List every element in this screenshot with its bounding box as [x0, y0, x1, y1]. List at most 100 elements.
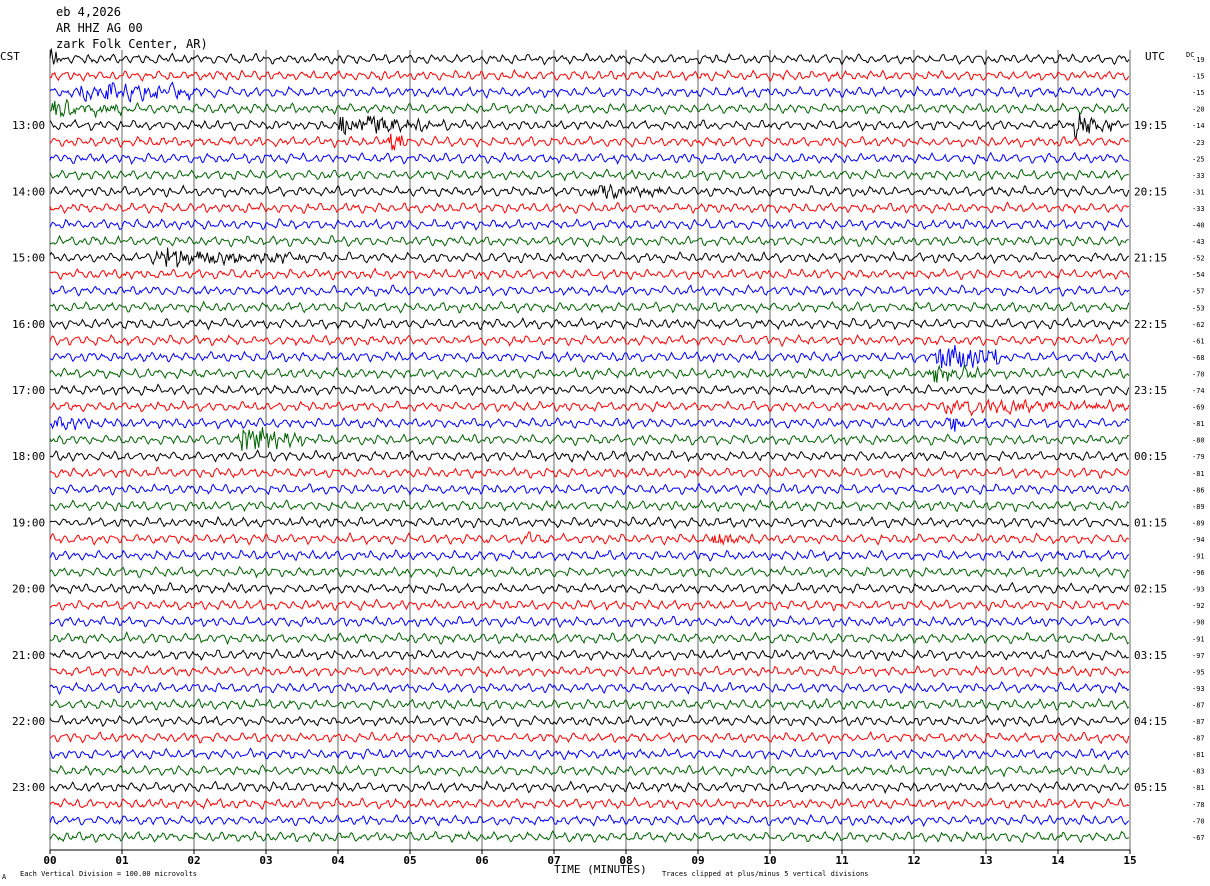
trace-line: [49, 764, 1130, 778]
dc-offset-label: -95: [1192, 668, 1205, 676]
dc-offset-label: -62: [1192, 321, 1205, 329]
left-hour-label: 14:00: [12, 185, 45, 198]
trace-line: [49, 333, 1130, 348]
trace-line: [49, 151, 1130, 165]
dc-offset-label: -81: [1192, 751, 1205, 759]
trace-line: [49, 796, 1130, 811]
clip-note: Traces clipped at plus/minus 5 vertical …: [662, 870, 869, 878]
trace-line: [49, 345, 1130, 369]
corner-mark: A: [2, 873, 7, 881]
x-tick-label: 04: [331, 854, 345, 867]
dc-offset-label: -20: [1192, 106, 1205, 114]
dc-offset-label: -92: [1192, 602, 1205, 610]
right-hour-label: 01:15: [1134, 516, 1167, 529]
trace-line: [49, 814, 1130, 828]
dc-offset-label: -74: [1192, 387, 1205, 395]
trace-line: [49, 267, 1130, 281]
dc-offset-label: -91: [1192, 635, 1205, 643]
trace-line: [49, 747, 1129, 761]
trace-line: [49, 531, 1130, 547]
dc-offset-label: -97: [1192, 652, 1205, 660]
trace-line: [50, 581, 1130, 596]
trace-line: [49, 499, 1130, 513]
x-tick-label: 10: [763, 854, 776, 867]
dc-offset-label: -93: [1192, 586, 1205, 594]
dc-offset-label: -61: [1192, 337, 1205, 345]
x-tick-label: 02: [187, 854, 200, 867]
x-tick-label: 03: [259, 854, 272, 867]
right-hour-label: 23:15: [1134, 384, 1167, 397]
trace-line: [49, 697, 1130, 712]
dc-offset-label: -54: [1192, 271, 1205, 279]
trace-line: [49, 466, 1130, 480]
trace-line: [49, 317, 1130, 331]
dc-header-label: DC: [1186, 51, 1194, 59]
dc-offset-label: -81: [1192, 420, 1205, 428]
dc-offset-label: -94: [1192, 536, 1205, 544]
x-tick-label: 00: [43, 854, 56, 867]
scale-note: Each Vertical Division = 100.00 microvol…: [20, 870, 197, 878]
trace-line: [49, 68, 1130, 83]
trace-line: [49, 416, 1130, 432]
right-hour-label: 19:15: [1134, 119, 1167, 132]
trace-line: [49, 449, 1129, 463]
dc-offset-label: -67: [1192, 834, 1205, 842]
dc-offset-label: -40: [1192, 222, 1205, 230]
right-hour-label: 02:15: [1134, 583, 1167, 596]
dc-offset-label: -43: [1192, 238, 1205, 246]
left-hour-label: 22:00: [12, 715, 45, 728]
right-hour-label: 22:15: [1134, 318, 1167, 331]
trace-line: [49, 113, 1129, 140]
left-hour-label: 15:00: [12, 252, 45, 265]
dc-offset-label: -91: [1192, 553, 1205, 561]
trace-line: [49, 217, 1130, 232]
left-hour-label: 23:00: [12, 781, 45, 794]
left-hour-label: 16:00: [12, 318, 45, 331]
dc-offset-label: -87: [1192, 735, 1205, 743]
trace-line: [49, 549, 1130, 562]
dc-offset-label: -14: [1192, 122, 1205, 130]
dc-offset-label: -53: [1192, 304, 1205, 312]
dc-offset-label: -96: [1192, 569, 1205, 577]
left-hour-label: 13:00: [12, 119, 45, 132]
dc-offset-label: -78: [1192, 801, 1205, 809]
dc-offset-label: -23: [1192, 139, 1205, 147]
dc-offset-label: -19: [1192, 56, 1205, 64]
trace-line: [49, 714, 1130, 728]
x-axis-tick-labels: 00 01 02 03 04 05 06 07 08 09 10 11 12 13 14 15: [43, 850, 1137, 867]
trace-line: [49, 168, 1129, 182]
dc-offset-label: -90: [1192, 619, 1205, 627]
trace-line: [49, 515, 1130, 530]
x-tick-label: 01: [115, 854, 129, 867]
dc-offset-label: -89: [1192, 519, 1205, 527]
trace-line: [49, 300, 1130, 314]
header-station: AR HHZ AG 00: [56, 21, 143, 35]
dc-offset-label: -86: [1192, 486, 1205, 494]
trace-line: [49, 363, 1130, 383]
x-tick-label: 13: [979, 854, 992, 867]
x-tick-label: 08: [619, 854, 632, 867]
x-tick-label: 06: [475, 854, 489, 867]
dc-offset-label: -33: [1192, 172, 1205, 180]
dc-offset-label: -52: [1192, 255, 1205, 263]
trace-line: [49, 615, 1130, 629]
x-tick-label: 07: [547, 854, 560, 867]
left-hour-labels: 13:00 14:00 15:00 16:00 17:00 18:00 19:00 20:00…: [12, 119, 45, 794]
dc-offset-label: -81: [1192, 784, 1205, 792]
right-hour-label: 00:15: [1134, 450, 1167, 463]
trace-line: [49, 81, 1130, 103]
dc-offset-label: -79: [1192, 453, 1205, 461]
trace-line: [49, 598, 1130, 612]
right-hour-label: 03:15: [1134, 649, 1167, 662]
trace-line: [49, 201, 1130, 215]
dc-offset-label: -87: [1192, 718, 1205, 726]
x-tick-label: 05: [403, 854, 416, 867]
x-tick-label: 15: [1123, 854, 1136, 867]
trace-line: [49, 247, 1130, 268]
seismic-traces: [49, 48, 1130, 844]
dc-offset-label: -89: [1192, 503, 1205, 511]
dc-offset-label: -15: [1192, 89, 1205, 97]
left-hour-label: 18:00: [12, 450, 45, 463]
trace-line: [49, 565, 1130, 579]
